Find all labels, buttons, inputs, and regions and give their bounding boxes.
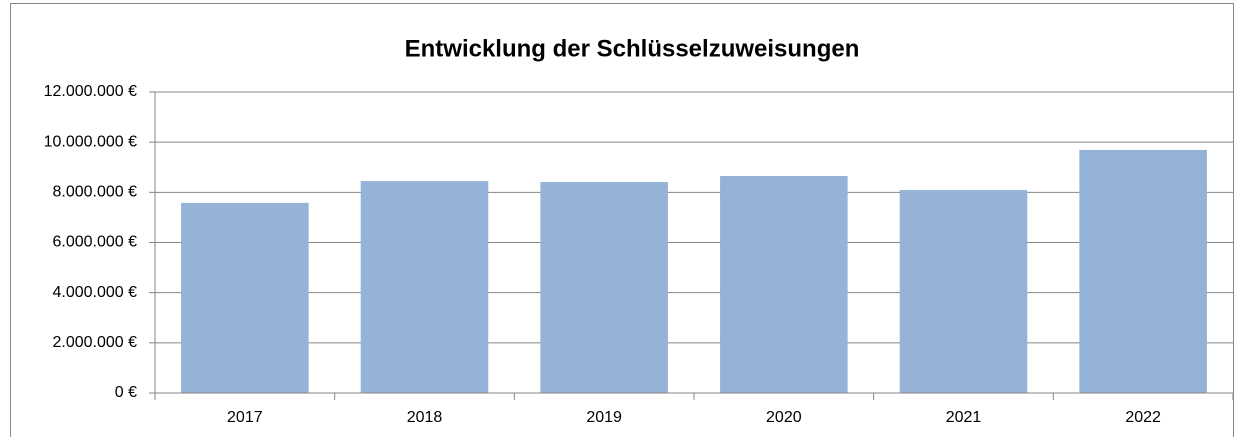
bar (540, 182, 668, 393)
bar (720, 176, 848, 393)
x-tick-label: 2020 (766, 409, 802, 426)
x-tick-label: 2017 (227, 409, 263, 426)
bar (899, 190, 1028, 393)
x-tick-label: 2019 (586, 409, 622, 426)
y-tick-label: 8.000.000 € (52, 184, 137, 201)
y-tick-label: 12.000.000 € (44, 83, 138, 100)
y-tick-label: 0 € (115, 384, 137, 401)
bar (1079, 149, 1207, 393)
bar (181, 202, 309, 393)
x-tick-label: 2022 (1125, 409, 1161, 426)
y-tick-label: 10.000.000 € (44, 133, 138, 150)
x-tick-label: 2021 (946, 409, 982, 426)
y-tick-label: 4.000.000 € (52, 284, 137, 301)
chart-title: Entwicklung der Schlüsselzuweisungen (405, 35, 860, 62)
bar (360, 181, 489, 393)
x-tick-label: 2018 (407, 409, 443, 426)
y-tick-label: 2.000.000 € (52, 334, 137, 351)
y-tick-label: 6.000.000 € (52, 234, 137, 251)
